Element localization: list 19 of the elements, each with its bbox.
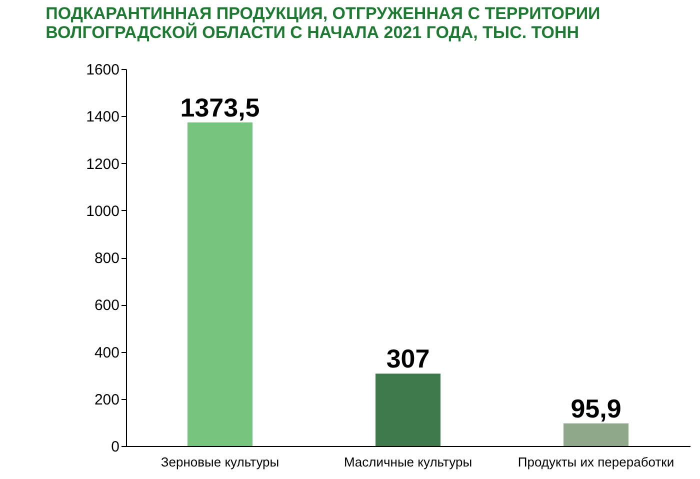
y-tick-label: 0 (111, 438, 120, 456)
y-tick-label: 1200 (86, 156, 120, 173)
data-label: 95,9 (570, 393, 622, 424)
y-tick-label: 400 (94, 344, 120, 362)
y-tick-label: 1000 (86, 202, 120, 220)
data-label: 1373,5 (180, 92, 260, 122)
x-tick-label: Зерновые культуры (160, 454, 280, 470)
y-tick-label: 1600 (86, 62, 120, 78)
y-tick-label: 600 (94, 297, 120, 314)
bar (188, 122, 252, 446)
y-tick-label: 800 (94, 250, 120, 267)
data-label: 307 (386, 344, 430, 374)
y-tick-label: 1400 (86, 108, 120, 126)
chart-title: ПОДКАРАНТИННАЯ ПРОДУКЦИЯ, ОТГРУЖЕННАЯ С ТЕРРИТОРИИ ВОЛГОГРАДСКОЙ ОБЛАСТИ С НАЧАЛА 2021 ГОДА, ТЫС. ТОНН (46, 4, 600, 42)
y-tick-label: 200 (94, 391, 120, 408)
x-tick-label: Масличные культуры (344, 454, 472, 470)
bar (376, 374, 440, 446)
x-tick-label: Продукты их переработки (518, 454, 674, 470)
bar (564, 423, 628, 446)
